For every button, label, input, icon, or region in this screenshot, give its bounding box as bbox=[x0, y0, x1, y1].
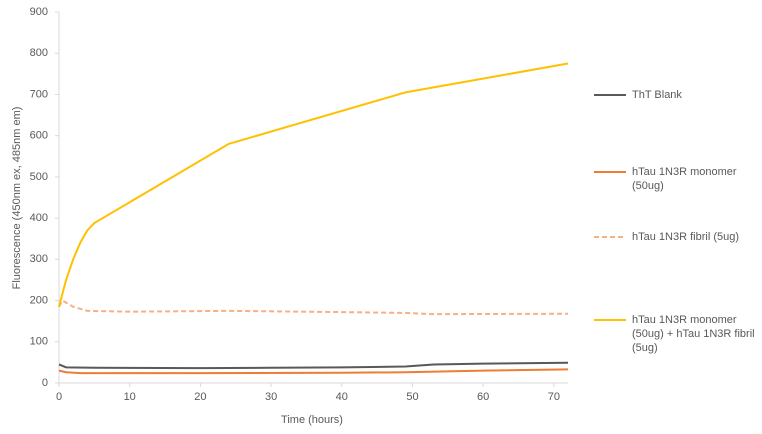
x-tick-label: 60 bbox=[477, 391, 489, 403]
x-tick-label: 20 bbox=[194, 391, 206, 403]
y-axis-label: Fluorescence (450nm ex, 485nm em) bbox=[11, 107, 23, 290]
y-tick-label: 600 bbox=[30, 130, 48, 142]
legend-label: hTau 1N3R monomer (50ug) + hTau 1N3R fib… bbox=[632, 314, 755, 354]
y-tick-label: 100 bbox=[30, 336, 48, 348]
series-line bbox=[58, 361, 569, 370]
series-line bbox=[58, 299, 569, 316]
legend-label: hTau 1N3R monomer (50ug) bbox=[632, 166, 737, 192]
x-tick-label: 0 bbox=[56, 391, 62, 403]
x-tick-label: 50 bbox=[406, 391, 418, 403]
y-tick-label: 700 bbox=[30, 88, 48, 100]
series-line bbox=[58, 368, 569, 375]
y-tick-label: 200 bbox=[30, 294, 48, 306]
x-tick-label: 10 bbox=[124, 391, 136, 403]
y-tick-label: 900 bbox=[30, 6, 48, 18]
y-tick-label: 300 bbox=[30, 253, 48, 265]
series-line bbox=[58, 62, 569, 307]
x-tick-label: 40 bbox=[336, 391, 348, 403]
y-tick-label: 0 bbox=[42, 377, 48, 389]
x-tick-label: 70 bbox=[548, 391, 560, 403]
x-axis-label: Time (hours) bbox=[281, 414, 343, 426]
y-tick-label: 800 bbox=[30, 47, 48, 59]
legend-label: ThT Blank bbox=[632, 89, 682, 101]
legend-label: hTau 1N3R fibril (5ug) bbox=[632, 231, 739, 243]
y-tick-label: 500 bbox=[30, 171, 48, 183]
x-tick-label: 30 bbox=[265, 391, 277, 403]
y-tick-label: 400 bbox=[30, 212, 48, 224]
